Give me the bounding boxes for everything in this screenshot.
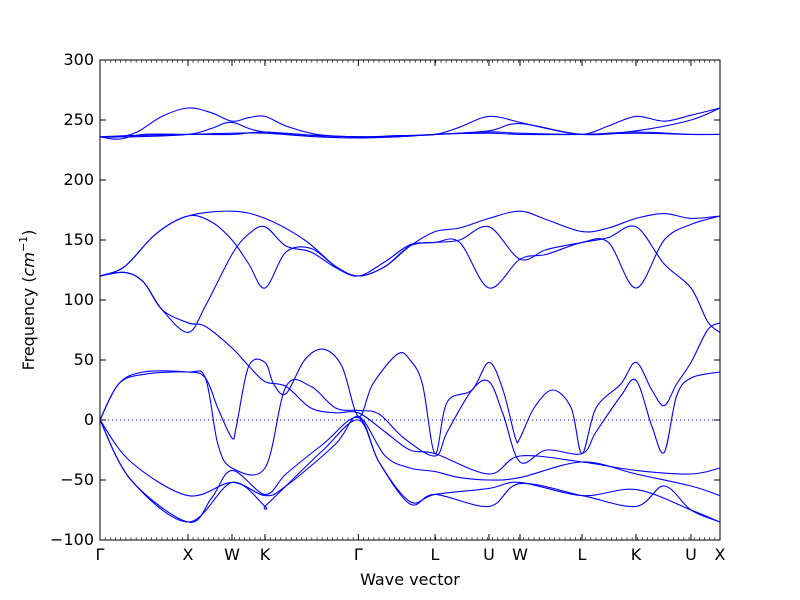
x-tick-label-K: K: [631, 545, 642, 564]
series-group: [99, 107, 721, 523]
x-tick-label-U: U: [685, 545, 697, 564]
series-line-8: [99, 271, 721, 475]
y-tick-label: 0: [84, 410, 94, 429]
x-tick-label-X: X: [182, 545, 193, 564]
y-axis-label-exponent: −1: [17, 236, 30, 252]
x-tick-label-U: U: [483, 545, 495, 564]
series-line-9: [99, 322, 721, 455]
y-axis-label-text: Frequency (: [19, 276, 38, 370]
x-tick-label-K: K: [260, 545, 271, 564]
y-tick-label: −100: [50, 530, 94, 549]
series-line-5: [99, 210, 721, 277]
y-axis-label-close: ): [19, 230, 38, 236]
y-tick-label: 200: [63, 170, 94, 189]
series-line-7: [99, 225, 721, 333]
series-line-10: [99, 370, 721, 476]
x-tick-label-L: L: [578, 545, 587, 564]
x-tick-label-X: X: [715, 545, 726, 564]
x-tick-label-L: L: [431, 545, 440, 564]
x-axis-label: Wave vector: [360, 570, 460, 589]
series-line-6: [99, 214, 721, 289]
series-line-11: [99, 415, 721, 497]
series-line-13: [99, 419, 721, 523]
plot-background: [100, 60, 720, 540]
y-tick-label: 50: [74, 350, 94, 369]
y-tick-label: 300: [63, 50, 94, 69]
y-axis-label: Frequency (cm−1): [17, 230, 38, 371]
x-tick-label-W: W: [512, 545, 528, 564]
series-line-4: [99, 107, 721, 138]
y-axis: −100 −50 0 50 100 150 200 250 300: [50, 50, 720, 549]
y-tick-label: 100: [63, 290, 94, 309]
x-tick-label-W: W: [224, 545, 240, 564]
series-line-2: [99, 132, 721, 139]
y-tick-label: 250: [63, 110, 94, 129]
y-axis-label-unit: cm: [19, 252, 38, 276]
x-tick-label-Γ: Γ: [96, 545, 105, 564]
y-tick-label: 150: [63, 230, 94, 249]
x-tick-label-Γ: Γ: [354, 545, 363, 564]
y-tick-label: −50: [60, 470, 94, 489]
